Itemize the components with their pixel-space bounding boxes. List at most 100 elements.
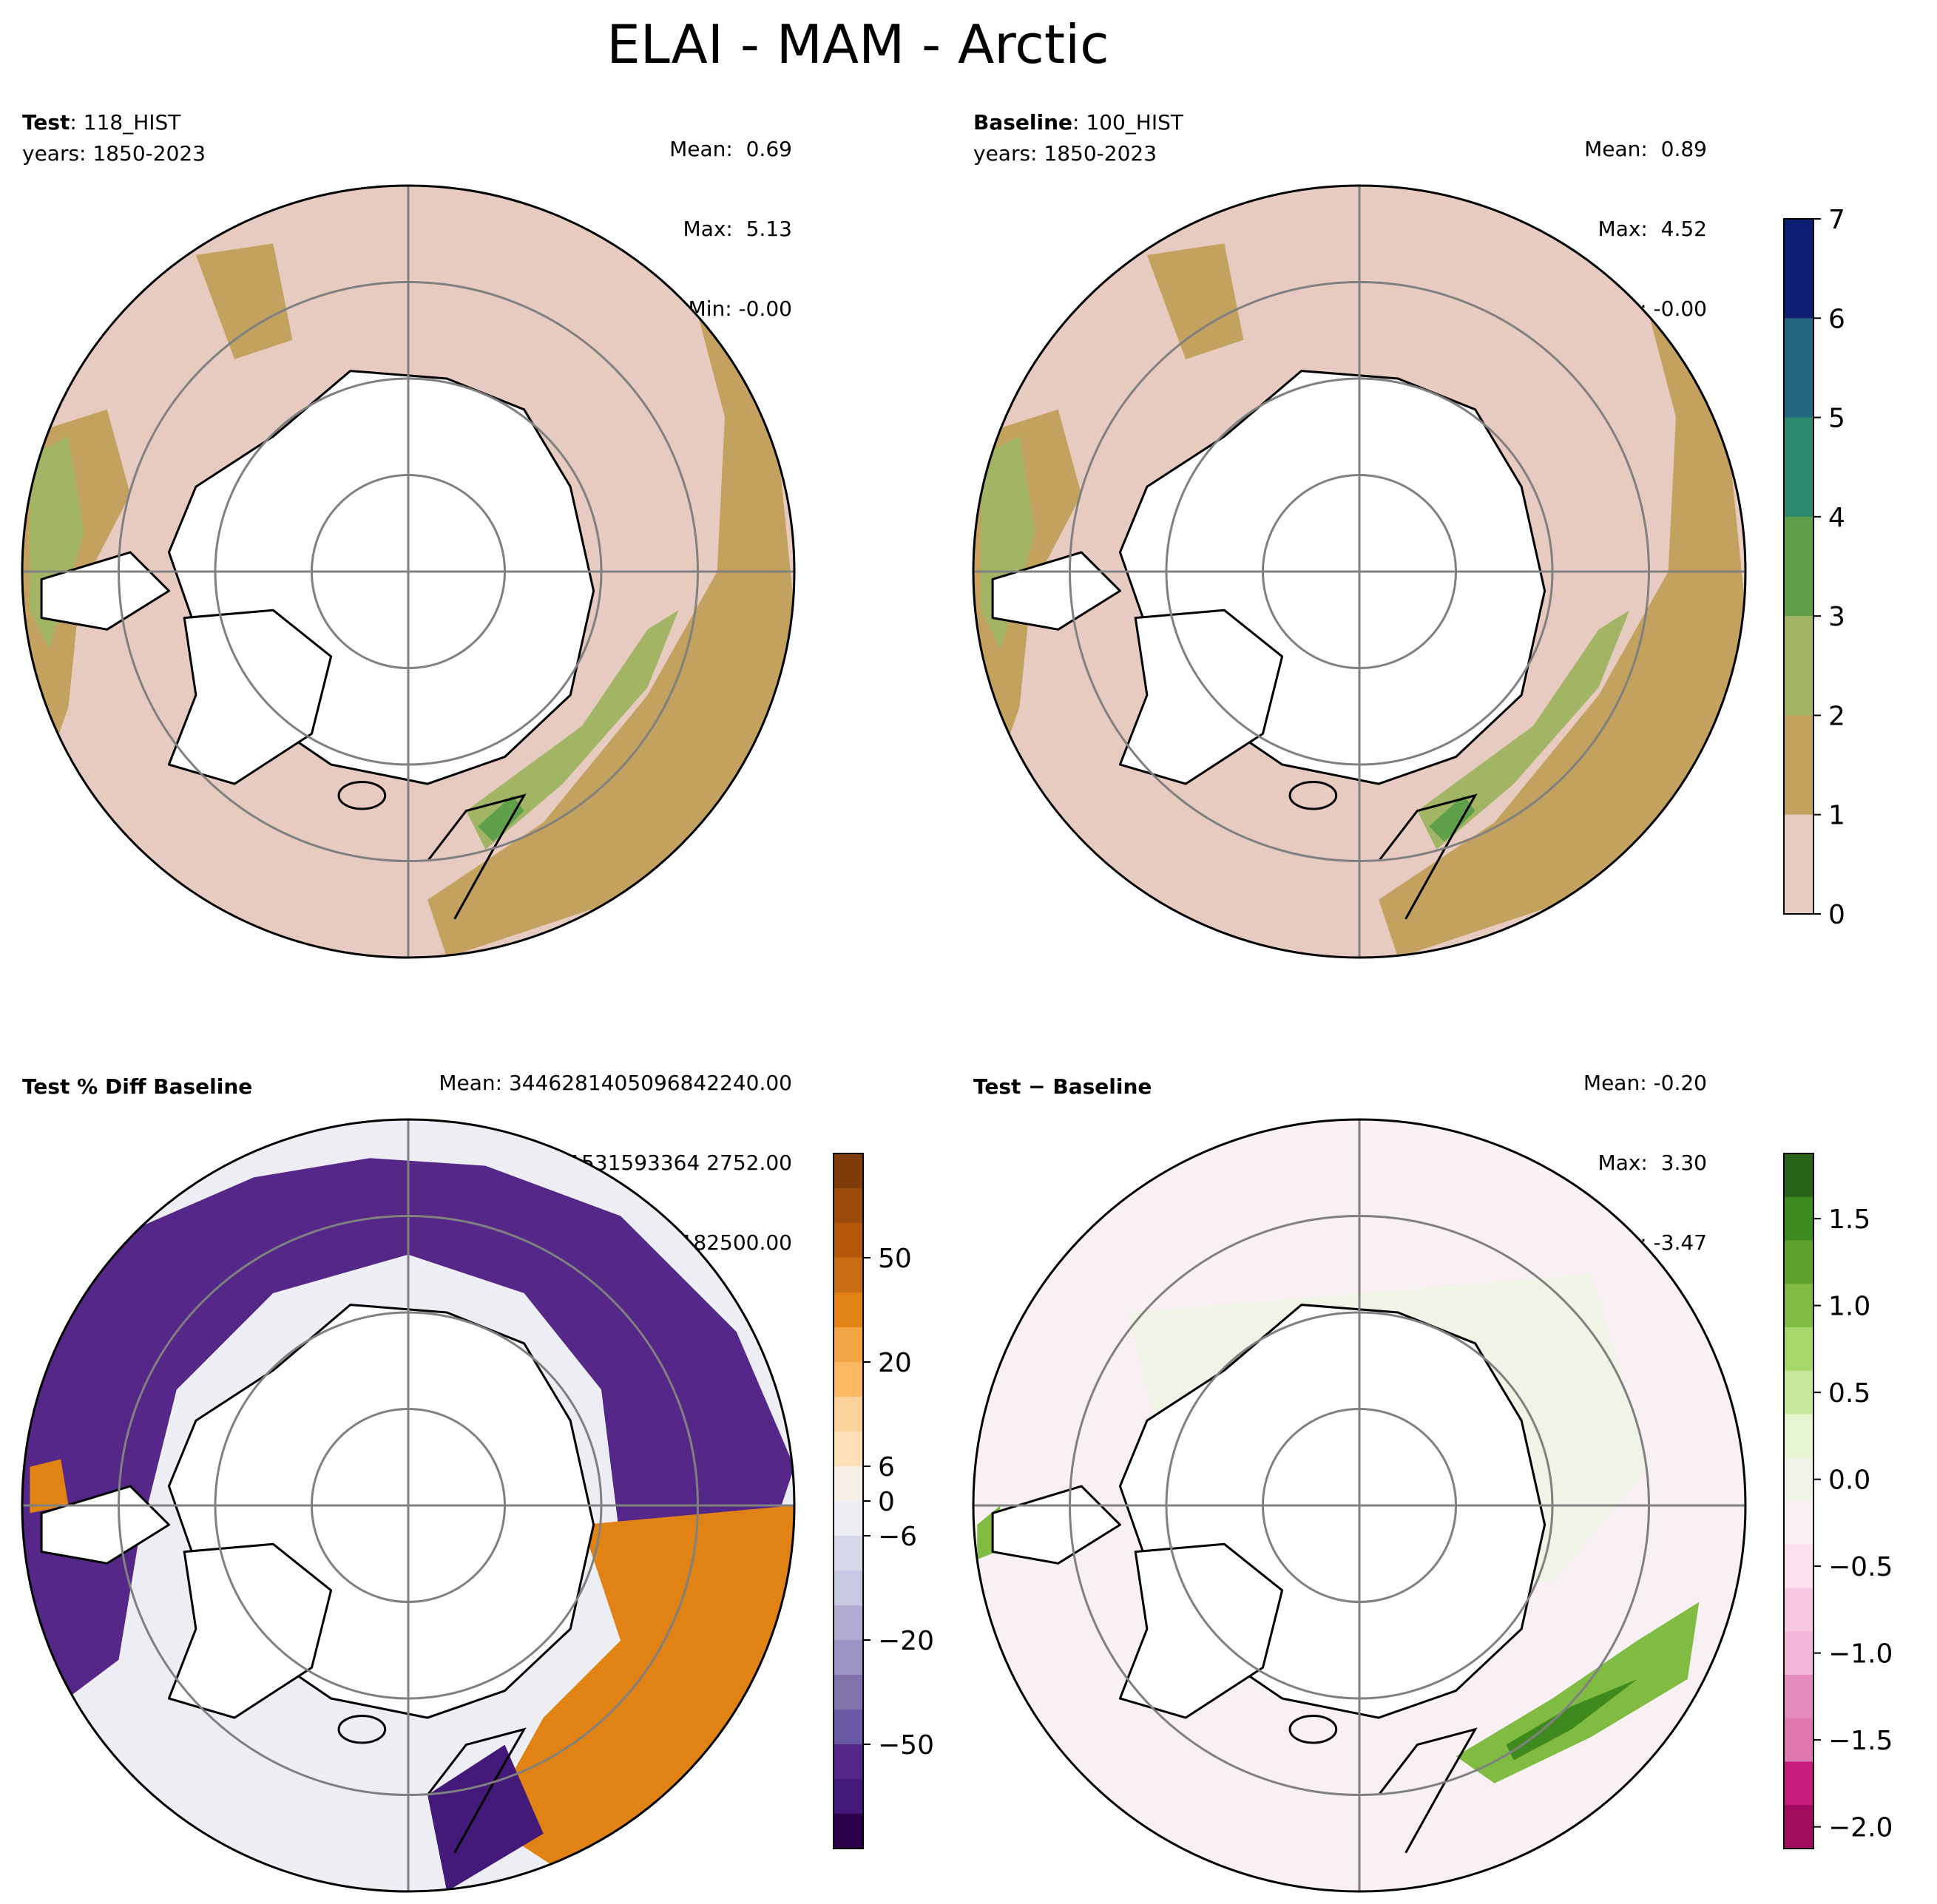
pctdiff-label: Test % Diff Baseline bbox=[22, 1074, 252, 1100]
test-max: Max: 5.13 bbox=[683, 217, 792, 241]
test-label: Test: 118_HIST bbox=[22, 109, 180, 136]
pctdiff-greenland bbox=[167, 1542, 333, 1719]
pctdiff-colorbar-tick-label: 0 bbox=[878, 1487, 895, 1517]
diff-colorbar-segment bbox=[1784, 1501, 1813, 1545]
diff-map bbox=[972, 1118, 1747, 1893]
test-veg-dense-east bbox=[478, 795, 524, 842]
diff-iceland bbox=[1288, 1714, 1338, 1744]
pctdiff-colorbar-segment bbox=[834, 1293, 863, 1328]
lai-colorbar-tick-label: 2 bbox=[1828, 701, 1845, 731]
pctdiff-colorbar: 50 20 6 0 −6 −20 −50 bbox=[833, 1153, 934, 1849]
baseline-mean: Mean: 0.89 bbox=[1584, 137, 1707, 161]
baseline-veg-dense-east bbox=[1429, 795, 1475, 842]
pctdiff-map bbox=[21, 1118, 796, 1893]
pctdiff-colorbar-segment bbox=[834, 1258, 863, 1293]
pctdiff-neg-region-south bbox=[427, 1744, 544, 1891]
diff-colorbar-segment bbox=[1784, 1327, 1813, 1372]
diff-map-content bbox=[973, 1119, 1745, 1891]
diff-pos-core-east bbox=[1506, 1678, 1637, 1761]
pctdiff-colorbar-segment bbox=[834, 1362, 863, 1397]
pctdiff-colorbar-segment bbox=[834, 1640, 863, 1676]
pctdiff-colorbar-segment bbox=[834, 1188, 863, 1224]
pctdiff-colorbar-segment bbox=[834, 1501, 863, 1537]
diff-colorbar-tick-label: 0.5 bbox=[1828, 1378, 1870, 1409]
diff-colorbar-segment bbox=[1784, 1284, 1813, 1328]
diff-colorbar: 1.5 1.0 0.5 0.0 −0.5 −1.0 −1.5 −2.0 bbox=[1783, 1153, 1893, 1849]
pctdiff-colorbar-tick-label: 50 bbox=[878, 1244, 912, 1274]
diff-mean: Mean: -0.20 bbox=[1583, 1071, 1707, 1095]
diff-colorbar-frame bbox=[1783, 1153, 1814, 1849]
baseline-max: Max: 4.52 bbox=[1598, 217, 1707, 241]
baseline-label-bold: Baseline bbox=[973, 110, 1073, 135]
diff-colorbar-segment bbox=[1784, 1718, 1813, 1763]
test-stats: Mean: 0.69 Max: 5.13 Min: -0.00 bbox=[669, 83, 792, 349]
diff-colorbar-segment bbox=[1784, 1196, 1813, 1241]
lai-colorbar-segment bbox=[1784, 417, 1813, 518]
diff-greenland bbox=[1118, 1542, 1284, 1719]
test-scandinavia-coast bbox=[426, 793, 527, 920]
pctdiff-colorbar-segment bbox=[834, 1710, 863, 1745]
diff-label-bold: Test − Baseline bbox=[973, 1074, 1152, 1099]
diff-colorbar-tick-label: −2.0 bbox=[1828, 1813, 1893, 1843]
diff-colorbar-tick-label: 0.0 bbox=[1828, 1466, 1870, 1496]
pctdiff-colorbar-segment bbox=[834, 1466, 863, 1502]
lai-colorbar-tick-label: 5 bbox=[1828, 404, 1845, 434]
diff-colorbar-segment bbox=[1784, 1631, 1813, 1676]
pctdiff-colorbar-segment bbox=[834, 1571, 863, 1606]
baseline-label: Baseline: 100_HIST bbox=[973, 109, 1183, 136]
lai-colorbar-frame bbox=[1783, 218, 1814, 915]
pctdiff-iceland bbox=[337, 1714, 387, 1744]
pctdiff-colorbar-segment bbox=[834, 1397, 863, 1432]
pctdiff-colorbar-tick-label: −20 bbox=[878, 1626, 934, 1656]
diff-colorbar-tick-label: −0.5 bbox=[1828, 1552, 1893, 1582]
diff-scandinavia-coast bbox=[1377, 1727, 1478, 1854]
test-map-content bbox=[22, 186, 794, 958]
test-greenland bbox=[167, 609, 333, 785]
baseline-veg-core-east bbox=[1417, 610, 1630, 850]
lai-colorbar-tick-label: 7 bbox=[1828, 205, 1845, 235]
baseline-years: years: 1850-2023 bbox=[973, 141, 1157, 166]
baseline-map-boundary bbox=[972, 184, 1747, 959]
baseline-map-content bbox=[973, 186, 1745, 958]
pctdiff-colorbar-segment bbox=[834, 1744, 863, 1780]
diff-colorbar-segment bbox=[1784, 1761, 1813, 1806]
pctdiff-colorbar-tick-label: −50 bbox=[878, 1730, 934, 1761]
lai-colorbar-segment bbox=[1784, 814, 1813, 915]
test-veg-band-east bbox=[427, 270, 794, 958]
pctdiff-colorbar-segment bbox=[834, 1223, 863, 1258]
pctdiff-colorbar-segment bbox=[834, 1536, 863, 1571]
pctdiff-neg-ring bbox=[22, 1158, 794, 1718]
pctdiff-colorbar-segment bbox=[834, 1779, 863, 1815]
pctdiff-colorbar-tick-label: 6 bbox=[878, 1452, 895, 1483]
lai-colorbar-tick-label: 1 bbox=[1828, 801, 1845, 831]
pctdiff-map-boundary bbox=[21, 1118, 796, 1893]
baseline-label-rest: : 100_HIST bbox=[1072, 110, 1183, 135]
lai-colorbar-tick-label: 6 bbox=[1828, 304, 1845, 334]
baseline-iceland bbox=[1288, 780, 1338, 810]
diff-max: Max: 3.30 bbox=[1598, 1151, 1707, 1175]
test-label-bold: Test bbox=[22, 110, 70, 135]
pctdiff-scandinavia-coast bbox=[426, 1727, 527, 1854]
lai-colorbar-tick-label: 4 bbox=[1828, 503, 1845, 533]
pctdiff-map-content bbox=[22, 1119, 794, 1891]
diff-colorbar-segment bbox=[1784, 1805, 1813, 1849]
diff-colorbar-segment bbox=[1784, 1457, 1813, 1502]
pctdiff-colorbar-segment bbox=[834, 1814, 863, 1849]
pctdiff-colorbar-segment bbox=[834, 1327, 863, 1363]
baseline-veg-band-east bbox=[1379, 270, 1745, 958]
lai-colorbar-tick-label: 3 bbox=[1828, 602, 1845, 632]
figure-title: ELAI - MAM - Arctic bbox=[606, 13, 1109, 75]
lai-colorbar-segment bbox=[1784, 715, 1813, 816]
lai-colorbar-tick-label: 0 bbox=[1828, 900, 1845, 930]
pctdiff-colorbar-segment bbox=[834, 1605, 863, 1641]
diff-colorbar-segment bbox=[1784, 1588, 1813, 1632]
diff-colorbar-segment bbox=[1784, 1153, 1813, 1198]
baseline-greenland bbox=[1118, 609, 1284, 785]
diff-pos-band-east bbox=[1456, 1602, 1700, 1783]
diff-colorbar-segment bbox=[1784, 1544, 1813, 1589]
lai-colorbar: 0 1 2 3 4 5 6 7 bbox=[1783, 205, 1845, 930]
pctdiff-label-bold: Test % Diff Baseline bbox=[22, 1074, 253, 1099]
test-veg-north bbox=[195, 243, 293, 359]
pctdiff-colorbar-segment bbox=[834, 1153, 863, 1189]
